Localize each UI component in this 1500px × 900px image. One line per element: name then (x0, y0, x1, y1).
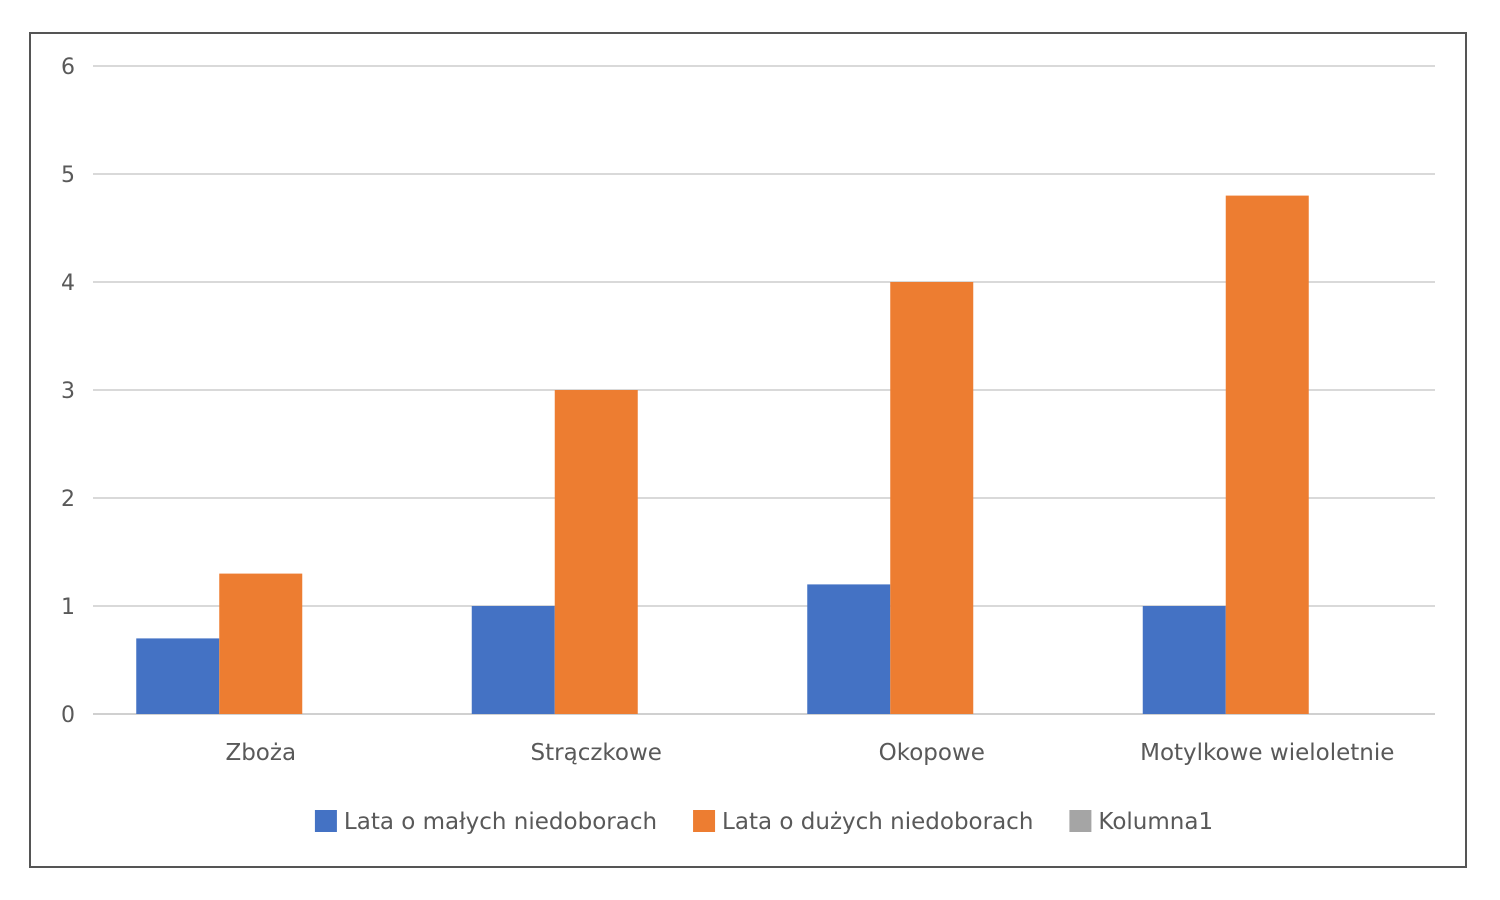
x-category-label: Strączkowe (531, 740, 662, 766)
x-axis-labels: Zboża Strączkowe Okopowe Motylkowe wielolet… (225, 740, 1394, 766)
bar-small-deficit-1 (471, 606, 555, 714)
bar-large-deficit-2 (890, 282, 974, 714)
x-category-label: Zboża (225, 740, 296, 766)
bar-small-deficit-3 (1142, 606, 1226, 714)
legend-label: Kolumna1 (1098, 809, 1213, 835)
y-tick-label: 3 (61, 379, 75, 404)
legend-label: Lata o małych niedoborach (344, 809, 657, 835)
bar-small-deficit-2 (807, 584, 891, 714)
legend-item: Lata o małych niedoborach (314, 809, 657, 835)
legend-swatch (693, 810, 716, 832)
y-tick-label: 5 (61, 163, 75, 188)
legend: Lata o małych niedoborach Lata o dużych n… (314, 809, 1213, 835)
legend-label: Lata o dużych niedoborach (722, 809, 1033, 835)
y-tick-label: 0 (61, 703, 75, 728)
y-tick-label: 2 (61, 487, 75, 512)
bar-small-deficit-0 (136, 638, 220, 714)
x-category-label: Okopowe (879, 740, 985, 766)
legend-item: Kolumna1 (1069, 809, 1213, 835)
x-category-label: Motylkowe wieloletnie (1140, 740, 1394, 766)
bar-large-deficit-1 (554, 390, 638, 714)
y-tick-label: 4 (61, 271, 75, 296)
legend-item: Lata o dużych niedoborach (693, 809, 1033, 835)
y-tick-label: 6 (61, 55, 75, 80)
bar-large-deficit-3 (1225, 195, 1309, 715)
y-axis-ticks: 0 1 2 3 4 5 6 (61, 55, 75, 728)
bars (136, 195, 1309, 715)
legend-swatch (314, 810, 337, 832)
bar-large-deficit-0 (219, 573, 303, 714)
legend-swatch (1069, 810, 1092, 832)
y-tick-label: 1 (61, 595, 75, 620)
